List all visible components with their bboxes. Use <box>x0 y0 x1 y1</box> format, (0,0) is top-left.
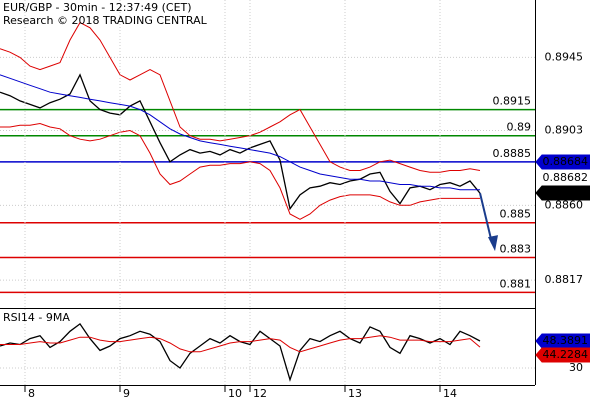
level-label: 0.883 <box>500 243 532 256</box>
y-tick-label: 0.8817 <box>545 273 584 286</box>
price-tag <box>535 347 590 363</box>
price-tag <box>536 171 590 185</box>
level-label: 0.8885 <box>493 147 532 160</box>
price-tag <box>535 333 590 349</box>
price-tag-label: 0.88668 <box>543 186 589 199</box>
x-tick-label: 12 <box>253 387 267 400</box>
x-tick-label: 14 <box>443 387 457 400</box>
price-tag-label: 44.2284 <box>543 348 589 361</box>
x-tick-label: 8 <box>28 387 35 400</box>
price-tag <box>535 154 590 170</box>
forecast-arrow <box>479 192 493 244</box>
x-tick-label: 9 <box>123 387 130 400</box>
x-tick-label: 10 <box>228 387 242 400</box>
price-tag-label: 48.3891 <box>543 334 589 347</box>
y-tick-label: 0.8860 <box>545 198 584 211</box>
price-tag-label: 0.88682 <box>543 171 589 184</box>
series-line <box>0 21 481 173</box>
y-tick-label: 0.8945 <box>545 50 584 63</box>
price-tag <box>535 185 590 201</box>
x-tick-label: 13 <box>348 387 362 400</box>
level-label: 0.885 <box>500 208 532 221</box>
series-line <box>0 122 480 220</box>
series-line <box>0 74 480 191</box>
y-tick-label: 30 <box>569 361 583 374</box>
forecast-arrowhead <box>488 235 498 252</box>
chart-title: EUR/GBP - 30min - 12:37:49 (CET) <box>3 1 192 14</box>
series-line <box>0 335 481 353</box>
price-tag-label: 0.88684 <box>543 155 589 168</box>
level-label: 0.89 <box>507 121 532 134</box>
rsi-title: RSI14 - 9MA <box>3 311 70 324</box>
y-tick-label: 0.8903 <box>545 124 584 137</box>
chart-subtitle: Research © 2018 TRADING CENTRAL <box>3 14 208 27</box>
level-label: 0.881 <box>500 277 532 290</box>
level-label: 0.8915 <box>493 95 532 108</box>
series-line <box>0 73 481 211</box>
